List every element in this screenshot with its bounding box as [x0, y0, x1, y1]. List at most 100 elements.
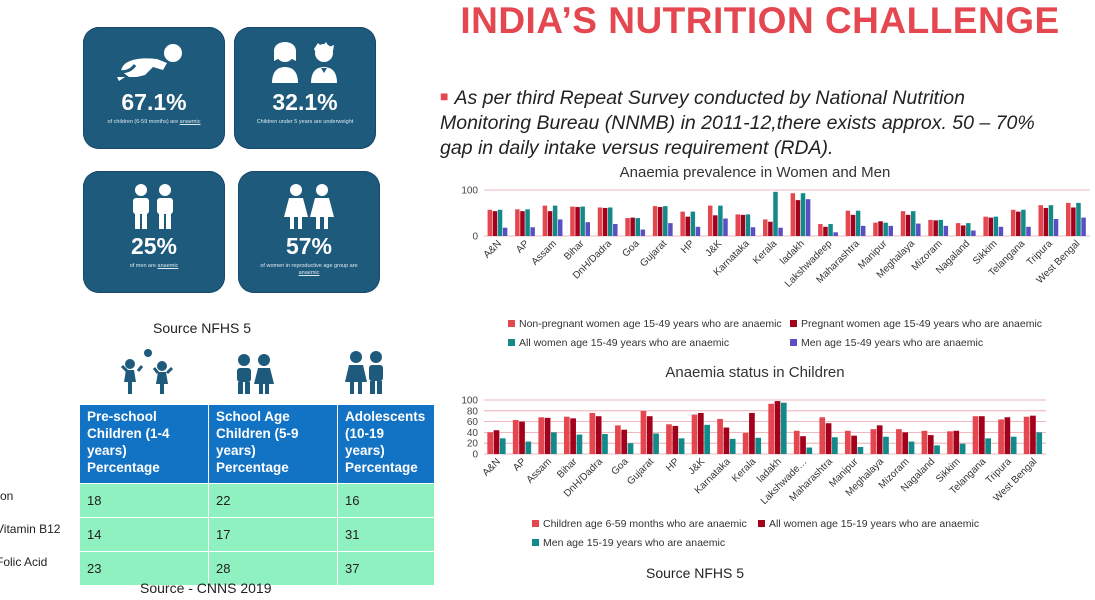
legend-item: All women age 15-49 years who are anaemi… — [508, 337, 729, 349]
bar — [695, 226, 701, 236]
bar — [607, 207, 613, 236]
bar — [589, 412, 596, 454]
bar — [680, 211, 685, 236]
bar — [525, 209, 530, 236]
bar — [723, 218, 728, 236]
bar — [983, 216, 988, 236]
bar — [576, 434, 583, 454]
legend-label: Pregnant women age 15-49 years who are a… — [801, 318, 1043, 330]
bar — [778, 227, 783, 236]
bar — [487, 209, 493, 236]
anaemia-women-men-chart: Anaemia prevalence in Women and Men 0 100 A… — [461, 164, 1090, 290]
y-tick-label: 0 — [472, 450, 478, 461]
legend-item: Children age 6-59 months who are anaemic — [532, 518, 747, 530]
legend-label: Children age 6-59 months who are anaemic — [543, 518, 747, 530]
tile-caption: of children (6-59 months) are anaemic — [107, 119, 201, 125]
table-cell: 14 — [79, 517, 209, 552]
bar — [621, 429, 628, 454]
legend-item: Men age 15-19 years who are anaemic — [532, 537, 725, 549]
bar — [793, 430, 800, 454]
legend-swatch — [758, 520, 765, 527]
bar — [750, 227, 756, 236]
bar — [1010, 209, 1016, 236]
table-cell: 22 — [208, 483, 338, 518]
bar — [905, 214, 911, 236]
bar — [1038, 205, 1043, 236]
bar — [1053, 218, 1059, 236]
legend-item: All women age 15-19 years who are anaemi… — [758, 518, 979, 530]
bar — [615, 425, 621, 454]
table-row: 14 17 31 — [79, 517, 435, 552]
bar — [691, 414, 698, 454]
bar — [933, 220, 938, 236]
legend-label: Men age 15-19 years who are anaemic — [543, 537, 726, 549]
y-tick-label: 60 — [467, 417, 479, 428]
bar — [998, 419, 1004, 454]
row-label: Vitamin B12 — [0, 522, 61, 536]
bar — [855, 210, 861, 236]
bar — [960, 225, 966, 236]
bar — [742, 432, 749, 454]
tiles-source: Source NFHS 5 — [153, 320, 252, 336]
bar — [800, 193, 806, 236]
bar — [806, 447, 813, 454]
bar — [646, 416, 653, 454]
bar — [928, 219, 933, 236]
bar — [800, 436, 806, 454]
legend-swatch — [508, 320, 515, 327]
bar — [707, 205, 713, 236]
bar — [985, 438, 991, 454]
bar — [795, 200, 801, 236]
bar — [595, 416, 602, 454]
legend-label: Non-pregnant women age 15-49 years who a… — [519, 318, 782, 330]
bar — [850, 214, 856, 236]
bar — [580, 206, 585, 236]
bar — [563, 416, 570, 454]
bar — [1026, 226, 1031, 236]
two-men-icon — [83, 181, 225, 229]
legend-item: Pregnant women age 15-49 years who are a… — [790, 318, 1042, 330]
bar — [690, 211, 696, 236]
tile-percent: 32.1% — [272, 89, 338, 115]
y-tick-label: 0 — [472, 232, 478, 243]
legend-label: All women age 15-19 years who are anaemi… — [769, 518, 980, 530]
bar — [768, 221, 773, 236]
table-header: School Age Children (5-9 years) Percenta… — [208, 404, 338, 484]
bar — [570, 206, 575, 236]
tile-caption: Children under 5 years are underweight — [256, 119, 354, 125]
bar — [825, 423, 832, 454]
bar — [544, 417, 551, 454]
children-source: Source NFHS 5 — [646, 565, 745, 581]
bar — [530, 227, 535, 236]
bar — [515, 209, 520, 236]
legend-swatch — [790, 320, 797, 327]
table-cell: 37 — [337, 551, 435, 586]
bar — [597, 207, 603, 236]
bar — [921, 430, 928, 454]
bar — [1071, 207, 1076, 236]
table-header: Pre-school Children (1-4 years) Percenta… — [79, 404, 209, 484]
bar — [640, 229, 646, 236]
adolescents-icon — [340, 350, 392, 401]
bar — [585, 222, 591, 236]
bar — [718, 205, 723, 236]
table-cell: 31 — [337, 517, 435, 552]
bar — [883, 436, 889, 454]
bar — [971, 230, 976, 236]
bar — [525, 441, 532, 454]
bar — [774, 401, 781, 454]
x-tick-label: AP — [514, 238, 531, 255]
table-source: Source - CNNS 2019 — [140, 580, 272, 596]
page-title: INDIA’S NUTRITION CHALLENGE — [460, 0, 1060, 41]
bar — [828, 224, 833, 236]
legend-swatch — [508, 339, 515, 346]
chart-title: Anaemia status in Children — [665, 364, 844, 381]
y-tick-label: 100 — [461, 396, 478, 407]
bar — [625, 218, 630, 236]
bar — [635, 218, 640, 236]
tile-women-anaemic: 57% of women in reproductive age group a… — [238, 171, 380, 293]
x-tick-label: A&N — [482, 238, 504, 260]
tile-children-underweight: 32.1% Children under 5 years are underwe… — [234, 27, 376, 149]
x-tick-label: J&K — [704, 238, 725, 259]
x-tick-label: Goa — [609, 456, 630, 477]
